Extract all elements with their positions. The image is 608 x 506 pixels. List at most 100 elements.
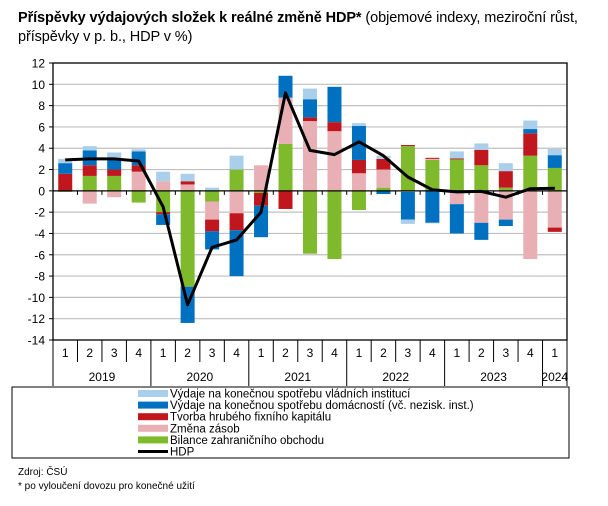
bar-segment	[229, 230, 244, 277]
bar-segment	[376, 187, 391, 191]
bar-segment	[523, 190, 538, 260]
legend-label: Tvorba hrubého fixního kapitálu	[170, 412, 331, 424]
x-year-label: 2023	[480, 370, 507, 384]
bar-segment	[156, 181, 171, 191]
bar-segment	[107, 157, 122, 170]
bar-segment	[523, 133, 538, 156]
x-quarter-label: 2	[184, 346, 191, 360]
x-year-label: 2022	[382, 370, 409, 384]
bar-segment	[107, 175, 122, 191]
legend-swatch	[138, 424, 168, 432]
bar-segment	[254, 205, 269, 238]
x-year-label: 2024	[541, 370, 568, 384]
bar-segment	[327, 131, 342, 191]
bar-segment	[303, 117, 317, 122]
x-quarter-label: 3	[405, 346, 412, 360]
bar-segment	[156, 190, 171, 213]
legend-label: Bilance zahraničního obchodu	[170, 435, 324, 447]
bar-segment	[400, 191, 415, 220]
x-quarter-label: 1	[160, 346, 167, 360]
bar-segment	[107, 152, 122, 158]
bar-segment	[376, 158, 391, 170]
x-quarter-label: 3	[502, 346, 509, 360]
bar-segment	[180, 181, 195, 185]
bar-segment	[254, 165, 269, 191]
bar-segment	[498, 190, 513, 220]
bar-segment	[425, 157, 440, 159]
x-quarter-label: 4	[331, 346, 338, 360]
bar-segment	[523, 155, 538, 191]
x-quarter-label: 3	[307, 346, 314, 360]
bar-segment	[351, 123, 366, 126]
x-quarter-label: 2	[282, 346, 289, 360]
y-tick-label: 10	[32, 78, 46, 92]
footnote: * po vyloučení dovozu pro konečné užití	[18, 481, 195, 492]
bar-segment	[131, 190, 146, 203]
bar-segment	[303, 121, 317, 191]
x-quarter-label: 2	[478, 346, 485, 360]
bar-segment	[327, 122, 342, 132]
bar-segment	[156, 171, 171, 182]
y-tick-label: -10	[28, 291, 46, 305]
bar-segment	[449, 159, 464, 191]
legend-label: Výdaje na konečnou spotřebu domácností (…	[170, 400, 474, 412]
bar-segment	[229, 169, 244, 191]
bar-segment	[229, 155, 244, 170]
bar-segment	[205, 190, 220, 202]
bar-segment	[229, 213, 244, 231]
bar-segment	[474, 149, 489, 166]
y-tick-label: -2	[34, 206, 45, 220]
chart-title: Příspěvky výdajových složek k reálné změ…	[18, 9, 588, 47]
bar-segment	[547, 190, 562, 228]
y-tick-label: 8	[38, 99, 45, 113]
bar-segment	[376, 169, 391, 188]
legend-swatch	[138, 390, 168, 397]
y-tick-label: -4	[34, 227, 45, 241]
bar-segment	[82, 146, 97, 151]
bar-segment	[400, 146, 415, 191]
x-year-label: 2021	[284, 370, 311, 384]
x-quarter-label: 1	[258, 346, 265, 360]
y-tick-label: 2	[38, 163, 45, 177]
bar-segment	[400, 145, 415, 147]
bars	[58, 75, 562, 323]
bar-segment	[82, 165, 97, 176]
bar-segment	[156, 214, 171, 225]
bar-segment	[205, 201, 220, 220]
x-quarter-label: 4	[233, 346, 240, 360]
bar-segment	[180, 184, 195, 191]
bar-segment	[498, 163, 513, 172]
legend-box	[11, 386, 570, 459]
bar-segment	[278, 75, 293, 98]
bar-segment	[523, 129, 538, 134]
y-tick-label: -12	[28, 312, 46, 326]
bar-segment	[498, 219, 513, 227]
bar-segment	[58, 158, 73, 164]
bar-segment	[131, 171, 146, 191]
bar-segment	[205, 219, 220, 232]
bar-segment	[449, 204, 464, 234]
bar-segment	[474, 143, 489, 150]
x-quarter-label: 4	[429, 346, 436, 360]
bar-segment	[303, 190, 317, 254]
x-year-label: 2020	[187, 370, 214, 384]
y-tick-label: 12	[32, 57, 46, 71]
bar-segment	[449, 151, 464, 159]
x-quarter-label: 1	[551, 346, 558, 360]
bar-segment	[425, 222, 440, 224]
bar-segment	[82, 190, 97, 204]
bar-segment	[205, 187, 220, 191]
bar-segment	[449, 158, 464, 160]
x-quarter-label: 2	[380, 346, 387, 360]
bar-segment	[180, 173, 195, 182]
chart-title-bold: Příspěvky výdajových složek k reálné změ…	[18, 10, 362, 26]
x-quarter-label: 1	[454, 346, 461, 360]
x-quarter-label: 1	[356, 346, 363, 360]
bar-segment	[58, 163, 73, 174]
x-quarter-label: 2	[86, 346, 93, 360]
bar-segment	[547, 167, 562, 191]
legend: Výdaje na konečnou spotřebu vládních ins…	[11, 386, 570, 459]
bar-segment	[303, 99, 317, 118]
